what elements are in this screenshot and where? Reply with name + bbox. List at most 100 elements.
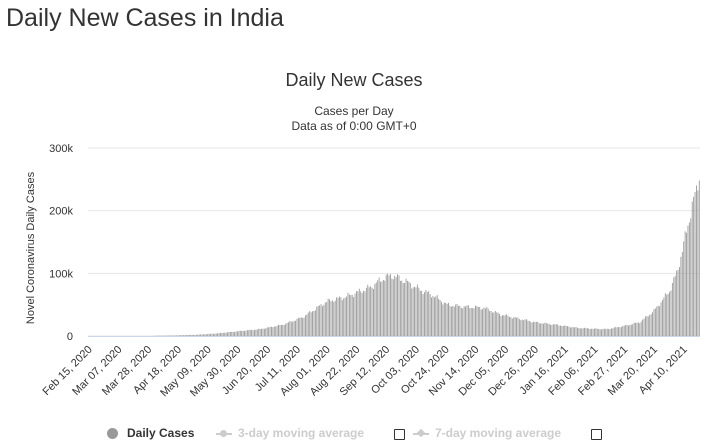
bar-daily-cases bbox=[180, 335, 182, 336]
bar-daily-cases bbox=[616, 327, 618, 336]
bar-daily-cases bbox=[458, 305, 459, 336]
bar-daily-cases bbox=[412, 287, 414, 336]
bar-daily-cases bbox=[676, 270, 678, 336]
bar-daily-cases bbox=[636, 322, 638, 336]
bar-daily-cases bbox=[348, 294, 350, 336]
bar-daily-cases bbox=[392, 279, 394, 336]
bar-daily-cases bbox=[520, 320, 522, 336]
bar-daily-cases bbox=[285, 323, 287, 336]
bar-daily-cases bbox=[503, 315, 505, 336]
bar-daily-cases bbox=[343, 298, 345, 336]
bar-daily-cases bbox=[367, 284, 369, 336]
bar-daily-cases bbox=[681, 252, 683, 336]
bar-daily-cases bbox=[494, 310, 496, 336]
bar-daily-cases bbox=[210, 333, 211, 336]
bar-daily-cases bbox=[320, 304, 322, 336]
bar-daily-cases bbox=[203, 334, 204, 336]
bar-daily-cases bbox=[273, 326, 275, 336]
bar-daily-cases bbox=[475, 305, 476, 336]
bar-daily-cases bbox=[384, 280, 386, 336]
bar-daily-cases bbox=[466, 305, 468, 336]
bar-daily-cases bbox=[496, 312, 498, 336]
bar-daily-cases bbox=[415, 287, 417, 336]
bar-daily-cases bbox=[442, 304, 444, 336]
bar-daily-cases bbox=[280, 324, 282, 336]
bar-daily-cases bbox=[364, 291, 366, 336]
bar-daily-cases bbox=[407, 280, 408, 336]
bar-daily-cases bbox=[171, 335, 173, 336]
bar-daily-cases bbox=[507, 315, 509, 336]
bar-daily-cases bbox=[472, 308, 474, 336]
bar-daily-cases bbox=[626, 324, 628, 336]
bar-daily-cases bbox=[571, 327, 573, 336]
bar-daily-cases bbox=[446, 303, 448, 336]
bar-daily-cases bbox=[548, 323, 550, 336]
checkbox-3-day-average[interactable] bbox=[394, 429, 405, 440]
bar-daily-cases bbox=[295, 320, 296, 336]
bar-daily-cases bbox=[652, 312, 653, 336]
bar-daily-cases bbox=[405, 278, 407, 336]
bar-daily-cases bbox=[404, 282, 406, 336]
bar-daily-cases bbox=[245, 330, 247, 336]
bar-daily-cases bbox=[493, 312, 495, 336]
bar-daily-cases bbox=[598, 329, 600, 336]
bar-daily-cases bbox=[504, 315, 506, 336]
bar-daily-cases bbox=[265, 328, 267, 336]
legend-item-3-day-average[interactable]: 3-day moving average bbox=[216, 426, 364, 440]
bar-daily-cases bbox=[363, 290, 364, 336]
bar-daily-cases bbox=[181, 335, 183, 336]
bar-daily-cases bbox=[450, 306, 452, 336]
bar-daily-cases bbox=[630, 324, 632, 336]
bar-daily-cases bbox=[618, 326, 619, 336]
bar-daily-cases bbox=[456, 303, 458, 336]
bar-daily-cases bbox=[347, 292, 349, 336]
daily-cases-chart: 0 100k 200k 300k Novel Coronavirus Daily Cas… bbox=[25, 143, 700, 399]
bar-daily-cases bbox=[517, 317, 519, 336]
bar-daily-cases bbox=[337, 297, 339, 336]
bar-daily-cases bbox=[382, 280, 384, 336]
legend-item-daily-cases[interactable]: Daily Cases bbox=[107, 426, 194, 440]
bar-daily-cases bbox=[380, 281, 381, 336]
bar-daily-cases bbox=[188, 334, 190, 336]
bar-daily-cases bbox=[388, 275, 390, 336]
bar-daily-cases bbox=[643, 318, 645, 336]
bar-daily-cases bbox=[408, 281, 410, 336]
bar-daily-cases bbox=[220, 332, 221, 336]
bar-daily-cases bbox=[609, 329, 611, 336]
bar-daily-cases bbox=[283, 325, 285, 336]
bar-daily-cases bbox=[334, 300, 336, 336]
bar-daily-cases bbox=[653, 309, 655, 336]
bar-daily-cases bbox=[251, 329, 253, 336]
y-tick-label: 0 bbox=[67, 331, 73, 343]
bar-daily-cases bbox=[602, 328, 604, 336]
bar-daily-cases bbox=[497, 312, 499, 336]
bar-daily-cases bbox=[629, 324, 631, 336]
bar-daily-cases bbox=[249, 329, 251, 336]
bar-daily-cases bbox=[492, 312, 493, 336]
chart-subtitle-line2: Data as of 0:00 GMT+0 bbox=[291, 119, 417, 133]
bar-daily-cases bbox=[197, 334, 199, 336]
bar-daily-cases bbox=[193, 334, 194, 336]
bar-daily-cases bbox=[394, 275, 396, 336]
bar-daily-cases bbox=[268, 327, 270, 336]
bar-daily-cases bbox=[205, 334, 207, 336]
bar-daily-cases bbox=[331, 300, 333, 336]
bar-daily-cases bbox=[592, 328, 594, 336]
bar-daily-cases bbox=[622, 325, 624, 336]
bar-daily-cases bbox=[231, 331, 233, 336]
legend-item-7-day-average[interactable]: 7-day moving average bbox=[413, 426, 561, 440]
bar-daily-cases bbox=[484, 308, 486, 336]
checkbox-7-day-average[interactable] bbox=[591, 429, 602, 440]
bar-daily-cases bbox=[623, 325, 625, 336]
bar-daily-cases bbox=[395, 277, 397, 336]
bar-daily-cases bbox=[516, 317, 517, 336]
bar-daily-cases bbox=[263, 328, 265, 336]
bar-daily-cases bbox=[690, 218, 692, 336]
bar-daily-cases bbox=[511, 318, 513, 336]
bar-daily-cases bbox=[194, 334, 196, 336]
bar-daily-cases bbox=[577, 327, 578, 336]
bar-daily-cases bbox=[411, 288, 413, 336]
bar-daily-cases bbox=[649, 314, 651, 336]
bar-daily-cases bbox=[501, 315, 503, 336]
bar-daily-cases bbox=[176, 335, 177, 336]
